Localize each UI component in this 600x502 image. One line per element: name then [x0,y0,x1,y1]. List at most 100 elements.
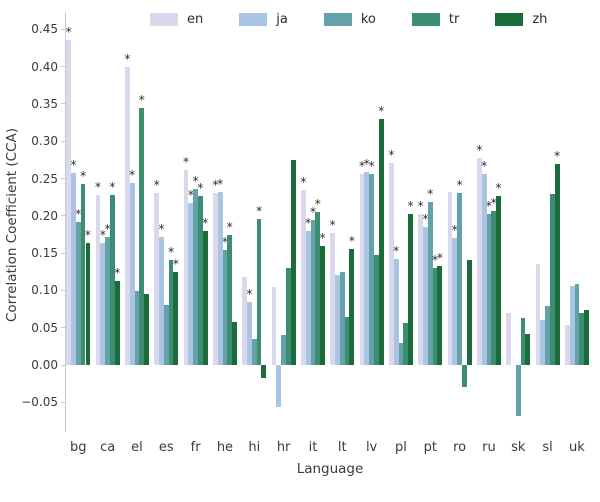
significance-asterisk: * [109,179,116,194]
legend-label-tr: tr [448,12,460,27]
significance-asterisk: * [554,148,561,163]
significance-asterisk: * [319,230,326,245]
significance-asterisk: * [99,227,106,242]
y-tick-mark [61,327,65,329]
x-tick-label: uk [569,440,585,455]
bar-en-bg [66,40,72,365]
bar-zh-pl [408,214,413,365]
bar-zh-bg [85,243,91,365]
bar-ko-bg [75,221,81,365]
bar-en-lt [330,232,336,365]
bar-ja-he [217,191,223,365]
significance-asterisk: * [192,173,199,188]
bar-tr-lv [374,255,379,365]
y-tick-label: 0.30 [31,134,58,149]
significance-asterisk: * [451,223,458,238]
significance-asterisk: * [481,159,488,174]
significance-asterisk: * [138,93,145,108]
y-tick-mark [61,140,65,142]
legend-label-ko: ko [360,12,376,27]
y-tick-label: 0.25 [31,171,58,186]
bar-ko-el [134,291,140,365]
legend-label-en: en [187,12,204,27]
bar-tr-it [315,212,321,365]
bar-ko-pl [398,342,404,365]
x-tick-label: sl [542,440,553,455]
significance-asterisk: * [226,220,233,235]
significance-asterisk: * [490,196,497,211]
bar-ko-ro [457,193,462,365]
y-tick-label: 0.05 [31,320,58,335]
significance-asterisk: * [80,168,87,183]
significance-asterisk: * [378,103,385,118]
significance-asterisk: * [388,147,395,162]
bar-zh-ru [496,196,501,365]
significance-asterisk: * [217,176,224,191]
bar-ja-uk [569,285,575,365]
x-tick-label: es [158,440,174,455]
bar-en-sk [506,312,512,365]
legend: en ja ko tr zh [150,12,547,27]
bar-ko-fr [193,188,199,365]
significance-asterisk: * [221,235,228,250]
x-tick-label: he [216,440,234,455]
bar-en-he [212,192,218,365]
significance-asterisk: * [104,222,111,237]
legend-swatch-zh [495,13,524,26]
significance-asterisk: * [393,244,400,259]
bar-ja-lt [335,274,340,365]
legend-item-tr: tr [411,12,460,27]
y-tick-mark [61,364,65,366]
bar-en-hr [271,286,277,365]
bar-zh-ca [114,281,120,365]
y-tick-mark [61,289,65,291]
x-tick-label: ru [482,440,496,455]
bar-ja-it [305,230,311,365]
bar-tr-lt [344,316,350,365]
y-tick-label: 0.20 [31,208,58,223]
bar-ko-lv [369,174,374,365]
bar-en-es [154,193,160,365]
legend-item-ja: ja [239,12,288,27]
y-tick-label: −0.05 [21,395,58,410]
bar-zh-fr [202,231,208,365]
significance-asterisk: * [407,199,414,214]
bar-zh-pt [437,265,443,365]
y-tick-label: 0.15 [31,246,58,261]
bar-en-ro [447,191,453,365]
significance-asterisk: * [212,177,219,192]
bar-ko-hr [281,335,286,365]
bar-en-pl [388,162,394,365]
y-axis-spine [64,12,66,432]
bar-ja-pt [423,226,428,365]
bar-ja-es [159,236,164,365]
bar-ko-sk [515,365,521,416]
y-tick-label: 0.45 [31,22,58,37]
bar-tr-sk [520,318,526,365]
bar-en-fr [183,170,189,365]
y-tick-mark [61,103,65,105]
significance-asterisk: * [329,217,336,232]
bar-zh-hi [261,365,267,379]
x-tick-label: lv [365,440,378,455]
significance-asterisk: * [495,181,502,196]
significance-asterisk: * [432,253,439,268]
legend-item-en: en [150,12,203,27]
bar-tr-ru [491,211,497,365]
bar-en-it [300,189,306,365]
bar-tr-pt [432,268,438,365]
bar-ko-he [222,250,228,365]
bar-tr-fr [198,196,203,365]
bar-en-uk [564,325,570,365]
bar-zh-lt [349,249,355,365]
significance-asterisk: * [95,179,102,194]
significance-asterisk: * [183,155,190,170]
significance-asterisk: * [256,203,263,218]
x-tick-label: ca [100,440,116,455]
x-tick-label: hi [248,440,261,455]
bar-zh-uk [584,309,589,365]
bar-tr-hr [286,268,291,365]
significance-asterisk: * [368,159,375,174]
bar-ja-ru [481,174,487,365]
bar-ko-ru [486,213,492,365]
